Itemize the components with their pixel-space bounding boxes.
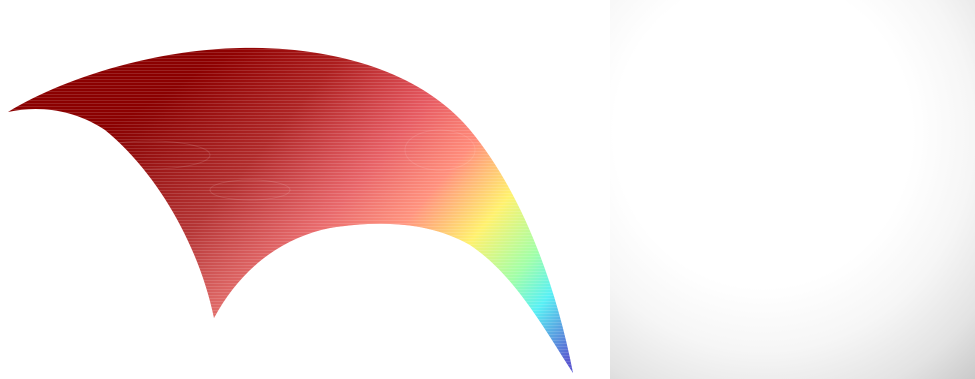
shaded-preview-view[interactable] [610,0,975,379]
surface-render-view[interactable] [0,0,610,379]
surface-mesh [8,47,573,373]
surface-plot [8,47,573,373]
